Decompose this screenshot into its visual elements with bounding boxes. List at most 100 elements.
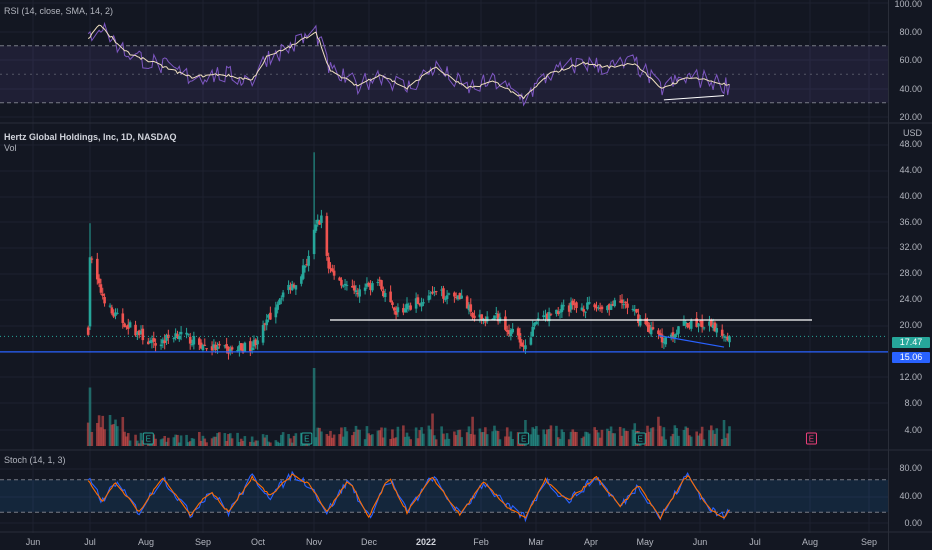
volume-bar xyxy=(453,431,456,446)
candle-body xyxy=(520,342,524,347)
volume-bar xyxy=(199,440,203,446)
volume-bar xyxy=(123,431,126,446)
volume-bar xyxy=(137,443,141,446)
candle-body xyxy=(341,285,345,287)
candle-body xyxy=(505,330,509,332)
candle-body xyxy=(726,336,729,341)
candle-body xyxy=(511,328,514,333)
candle-body xyxy=(172,338,176,340)
candle-body xyxy=(460,295,463,299)
volume-bar xyxy=(473,434,476,446)
candle-body xyxy=(598,307,602,309)
volume-bar xyxy=(391,429,394,446)
candle-body xyxy=(635,309,638,313)
volume-bar xyxy=(165,441,168,446)
candle-body xyxy=(212,344,216,348)
candle-body xyxy=(216,346,219,350)
volume-bar xyxy=(467,426,471,446)
volume-bar xyxy=(708,430,711,446)
candle-body xyxy=(609,305,613,310)
candle-body xyxy=(715,328,719,333)
volume-bar xyxy=(651,427,655,446)
candle-body xyxy=(159,344,163,347)
volume-bar xyxy=(695,431,698,446)
volume-bar xyxy=(185,434,188,446)
candle-body xyxy=(139,331,143,335)
earnings-marker xyxy=(518,432,530,445)
candle-body xyxy=(154,343,157,346)
volume-bar xyxy=(702,439,706,446)
x-tick-oct: Oct xyxy=(250,537,266,547)
volume-bar xyxy=(429,429,432,446)
volume-bar xyxy=(573,431,576,446)
volume-bar xyxy=(177,442,181,446)
candle-body xyxy=(673,334,677,339)
candle-body xyxy=(480,314,484,321)
volume-bar xyxy=(542,429,545,446)
candle-body xyxy=(431,291,434,294)
volume-bar xyxy=(535,426,538,446)
volume-bar xyxy=(241,440,245,446)
volume-bar xyxy=(724,437,728,446)
candle-body xyxy=(179,331,183,335)
candle-body xyxy=(409,305,412,310)
volume-bar xyxy=(154,438,157,446)
volume-bar xyxy=(269,442,272,446)
volume-bar xyxy=(316,427,320,446)
volume-bar xyxy=(214,436,218,446)
volume-bar xyxy=(314,437,318,446)
candle-body xyxy=(223,345,227,347)
candle-body xyxy=(225,344,228,349)
volume-bar xyxy=(382,437,385,446)
price-candles xyxy=(86,152,731,360)
candle-body xyxy=(549,313,553,315)
volume-bar xyxy=(121,417,125,446)
volume-tick: 12.00 xyxy=(899,372,922,382)
candle-body xyxy=(134,324,137,336)
candle-body xyxy=(633,309,637,311)
candle-body xyxy=(137,330,141,336)
stoch-tick: 0.00 xyxy=(904,518,922,528)
candle-body xyxy=(327,257,330,269)
stoch-tick: 80.00 xyxy=(899,463,922,473)
candle-body xyxy=(728,336,731,343)
x-tick-apr: Apr xyxy=(583,537,599,547)
candle-body xyxy=(276,304,279,310)
candle-body xyxy=(458,293,462,300)
volume-bar xyxy=(114,419,117,446)
candle-body xyxy=(367,282,371,286)
volume-bar xyxy=(558,438,562,446)
volume-bar xyxy=(700,426,704,446)
price-tick: 40.00 xyxy=(899,191,922,201)
volume-bar xyxy=(230,438,234,446)
volume-bar xyxy=(407,436,411,446)
volume-bar xyxy=(332,434,336,446)
volume-bar xyxy=(626,431,629,446)
volume-bar xyxy=(176,434,179,446)
volume-bar xyxy=(174,434,177,446)
candle-body xyxy=(440,289,443,291)
candle-body xyxy=(571,300,575,306)
volume-bar xyxy=(239,438,243,446)
volume-bar xyxy=(227,434,230,446)
candle-body xyxy=(624,301,627,304)
candle-body xyxy=(307,255,310,266)
candle-body xyxy=(671,332,675,338)
volume-bar xyxy=(675,428,678,446)
volume-bar xyxy=(261,434,265,446)
candle-body xyxy=(325,216,329,256)
volume-bar xyxy=(318,427,321,446)
level-lines xyxy=(0,319,888,353)
candle-body xyxy=(188,336,192,344)
volume-bar xyxy=(684,426,688,446)
candle-body xyxy=(535,321,538,325)
candle-body xyxy=(689,320,693,329)
indicator-lines xyxy=(87,21,730,523)
volume-bar xyxy=(101,415,105,446)
candle-body xyxy=(176,334,179,338)
volume-bar xyxy=(699,433,702,446)
volume-bar xyxy=(493,425,496,446)
